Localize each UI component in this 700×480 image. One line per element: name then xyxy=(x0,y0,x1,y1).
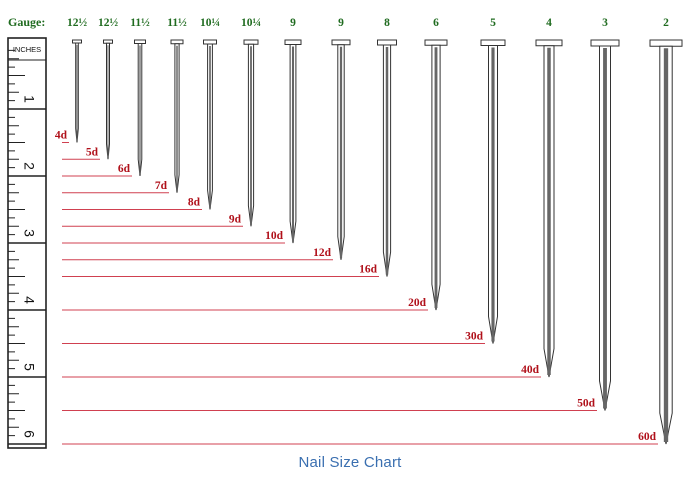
length-guide-lines: 4d 5d 6d 7d 8d 9d 10d 12d 16d 20d 30d 40d 50d 60d xyxy=(55,130,658,445)
gauge-label-7: 9 xyxy=(290,17,296,29)
penny-label-7d: 7d xyxy=(155,180,168,192)
gauge-label-11: 5 xyxy=(490,17,496,29)
penny-label-10d: 10d xyxy=(265,230,284,242)
penny-label-9d: 9d xyxy=(229,213,242,225)
ruler-inch-number: 3 xyxy=(21,229,37,237)
ruler-inch-number: 6 xyxy=(21,430,37,438)
gauge-label-8: 9 xyxy=(338,17,344,29)
nail-50d xyxy=(590,39,620,411)
nails-group xyxy=(72,39,683,445)
nail-head xyxy=(243,39,259,45)
gauge-label-10: 6 xyxy=(433,17,439,29)
nail-head xyxy=(134,39,146,44)
penny-label-5d: 5d xyxy=(86,146,99,158)
gauge-header-label: Gauge: xyxy=(8,15,45,29)
chart-caption: Nail Size Chart xyxy=(0,454,700,471)
nail-head xyxy=(331,39,351,46)
ruler-inch-number: 5 xyxy=(21,363,37,371)
gauge-label-2: 12½ xyxy=(98,17,119,29)
nail-4d xyxy=(72,39,82,143)
gauge-label-13: 3 xyxy=(602,17,608,29)
inch-ruler: INCHES 1 2 3 4 5 6 xyxy=(7,37,47,449)
nail-30d xyxy=(480,39,506,344)
nail-7d xyxy=(170,39,184,193)
ruler-inch-number: 4 xyxy=(21,296,37,304)
nail-60d xyxy=(649,39,683,445)
ruler-inch-number: 2 xyxy=(21,162,37,170)
nail-6d xyxy=(134,39,146,177)
nail-12d xyxy=(331,39,351,260)
gauge-label-1: 12½ xyxy=(67,17,88,29)
nail-20d xyxy=(424,39,448,311)
gauge-label-4: 11½ xyxy=(167,17,187,29)
gauge-label-5: 10¼ xyxy=(200,17,220,29)
nail-5d xyxy=(103,39,113,160)
gauge-label-6: 10¼ xyxy=(241,17,261,29)
penny-label-8d: 8d xyxy=(188,197,201,209)
nail-head xyxy=(284,39,302,45)
nail-9d xyxy=(243,39,259,227)
nail-head xyxy=(590,39,620,47)
nail-10d xyxy=(284,39,302,244)
caption-text: Nail Size Chart xyxy=(298,454,402,471)
nail-head xyxy=(377,39,397,46)
penny-label-6d: 6d xyxy=(118,163,131,175)
gauge-label-9: 8 xyxy=(384,17,390,29)
gauge-label-12: 4 xyxy=(546,17,552,29)
gauge-label-14: 2 xyxy=(663,17,669,29)
ruler-unit-label: INCHES xyxy=(13,45,41,54)
penny-label-30d: 30d xyxy=(465,331,484,343)
penny-label-60d: 60d xyxy=(638,431,657,443)
gauge-label-3: 11½ xyxy=(130,17,150,29)
penny-label-50d: 50d xyxy=(577,398,596,410)
nail-head xyxy=(480,39,506,46)
nail-head xyxy=(424,39,448,46)
nail-16d xyxy=(377,39,397,277)
ruler-inch-number: 1 xyxy=(21,95,37,103)
penny-label-4d: 4d xyxy=(55,130,68,142)
penny-label-20d: 20d xyxy=(408,297,427,309)
nail-40d xyxy=(535,39,563,378)
nail-head xyxy=(203,39,217,45)
nail-head xyxy=(535,39,563,47)
nail-head xyxy=(649,39,683,47)
penny-label-12d: 12d xyxy=(313,247,332,259)
penny-label-40d: 40d xyxy=(521,364,540,376)
nail-8d xyxy=(203,39,217,210)
gauge-labels: 12½ 12½ 11½ 11½ 10¼ 10¼ 9 9 8 6 5 4 3 2 xyxy=(67,17,669,29)
nail-head xyxy=(170,39,184,45)
penny-label-16d: 16d xyxy=(359,264,378,276)
